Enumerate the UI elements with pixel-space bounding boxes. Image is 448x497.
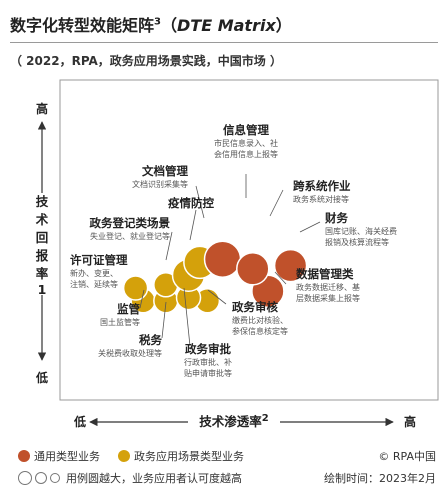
point-sublabel: 政务数据迁移、基 <box>296 282 360 292</box>
legend-dot-general <box>18 450 30 462</box>
legend-item-scenario: 政务应用场景类型业务 <box>118 448 244 464</box>
y-axis-title-char: 术 <box>35 212 49 227</box>
point-sublabel: 政务系统对接等 <box>293 194 349 204</box>
point-sublabel: 贴申请审批等 <box>184 368 232 378</box>
leader-line <box>195 185 205 219</box>
point-label: 跨系统作业 <box>293 179 351 193</box>
x-axis-footnote-mark: 2 <box>262 413 269 424</box>
legend-item-general: 通用类型业务 <box>18 448 100 464</box>
point-label: 税务 <box>139 333 162 347</box>
legend-label-scenario: 政务应用场景类型业务 <box>134 450 244 463</box>
leader-line <box>299 221 321 233</box>
point-sublabel: 缴费比对核验、 <box>232 315 288 325</box>
title-footnote-mark: 3 <box>154 16 161 28</box>
point-sublabel: 会信用信息上报等 <box>214 149 278 159</box>
point-sublabel: 市民信息录入、社 <box>214 138 278 148</box>
size-circle-icon <box>50 473 60 483</box>
bubble-point <box>236 252 270 286</box>
copyright: © RPA中国 <box>378 450 436 463</box>
point-label: 疫情防控 <box>168 196 214 210</box>
x-axis-title-background <box>188 408 280 432</box>
leader-line <box>189 209 197 241</box>
point-sublabel: 报销及核算流程等 <box>325 237 389 247</box>
bubble-point <box>203 240 242 278</box>
point-label: 监管 <box>117 302 140 316</box>
legend-size-note: 用例圆越大，业务应用者认可度越高 <box>66 472 242 485</box>
point-sublabel: 国库记账、海关经费 <box>325 226 397 236</box>
leader-line <box>161 301 167 339</box>
leader-line <box>207 289 227 305</box>
point-label: 财务 <box>324 211 348 225</box>
y-axis-high-label: 高 <box>36 101 48 116</box>
point-sublabel: 国土监管等 <box>100 317 140 327</box>
point-sublabel: 注销、延续等 <box>70 279 118 289</box>
drawn-date: 绘制时间：2023年2月 <box>324 472 436 485</box>
page-subtitle: （ 2022，RPA，政务应用场景实践，中国市场 ） <box>10 54 282 68</box>
title-divider <box>10 42 438 43</box>
bubble-layer <box>122 240 308 314</box>
y-axis-title-background <box>33 193 51 295</box>
point-sublabel: 层数据采集上报等 <box>296 293 360 303</box>
point-sublabel: 关税费收取处理等 <box>98 348 162 358</box>
legend-label-general: 通用类型业务 <box>34 450 100 463</box>
leader-line <box>183 287 191 347</box>
legend-item-size: 用例圆越大，业务应用者认可度越高 <box>18 470 242 486</box>
point-sublabel: 新办、变更、 <box>70 268 118 278</box>
leader-line <box>269 189 284 217</box>
y-axis-title-char: 率 <box>36 266 49 281</box>
x-axis-title: 技术渗透率2 <box>188 408 280 432</box>
plot-area <box>59 79 439 401</box>
title-english: DTE Matrix <box>177 16 276 35</box>
size-circle-icon <box>35 472 47 484</box>
leader-line <box>274 271 287 285</box>
point-label: 信息管理 <box>223 123 269 137</box>
point-sublabel: 行政审批、补 <box>184 357 232 367</box>
point-label: 文档管理 <box>142 164 188 178</box>
page-title: 数字化转型效能矩阵3（DTE Matrix） <box>10 12 292 36</box>
title-open-paren: （ <box>160 16 177 35</box>
x-axis-title-text: 技术渗透率2 <box>199 413 269 429</box>
point-sublabel: 失业登记、就业登记等 <box>90 231 170 241</box>
y-axis-title: 技 术 回 报 率 1 <box>33 193 51 297</box>
point-label: 政务审批 <box>185 342 231 356</box>
leader-line <box>165 231 173 261</box>
x-axis-high-label: 高 <box>404 414 416 429</box>
title-close-paren: ） <box>275 16 292 35</box>
size-circle-icon <box>18 471 32 485</box>
y-axis-title-char: 技 <box>36 194 49 209</box>
y-axis-title-char: 报 <box>36 248 49 263</box>
y-axis-low-label: 低 <box>35 370 48 385</box>
point-label: 政务审核 <box>232 300 278 314</box>
bubble-point <box>122 275 149 301</box>
point-label: 政务登记类场景 <box>90 216 171 230</box>
y-axis-title-char: 回 <box>36 230 49 245</box>
point-sublabel: 参保信息核定等 <box>232 326 288 336</box>
bubble-point <box>273 248 308 283</box>
leader-line <box>139 289 145 309</box>
point-label: 许可证管理 <box>70 253 128 267</box>
point-sublabel: 文档识别采集等 <box>132 179 188 189</box>
x-axis-low-label: 低 <box>73 414 86 429</box>
point-label: 数据管理类 <box>296 267 354 281</box>
x-axis-title-label: 技术渗透率 <box>199 414 262 429</box>
y-axis-footnote-mark: 1 <box>38 282 47 297</box>
legend: 通用类型业务 政务应用场景类型业务 © RPA中国 用例圆越大，业务应用者认可度… <box>18 448 438 493</box>
legend-dot-scenario <box>118 450 130 462</box>
title-main: 数字化转型效能矩阵 <box>10 16 155 35</box>
